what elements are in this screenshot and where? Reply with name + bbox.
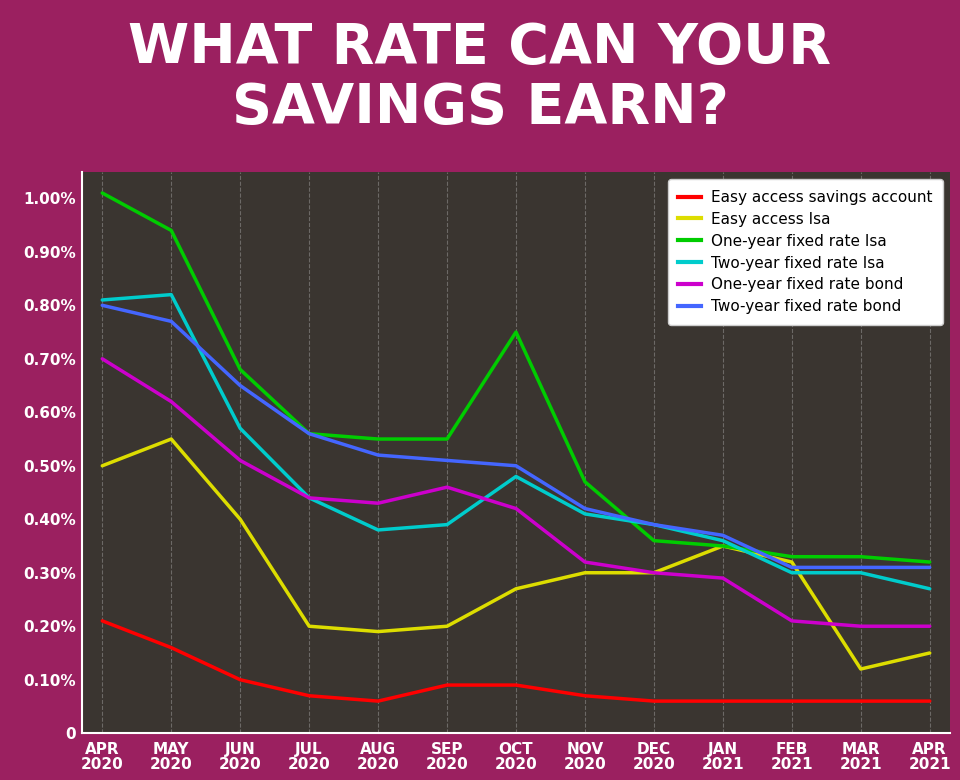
Legend: Easy access savings account, Easy access Isa, One-year fixed rate Isa, Two-year : Easy access savings account, Easy access… [668,179,943,325]
Text: WHAT RATE CAN YOUR
SAVINGS EARN?: WHAT RATE CAN YOUR SAVINGS EARN? [129,21,831,135]
